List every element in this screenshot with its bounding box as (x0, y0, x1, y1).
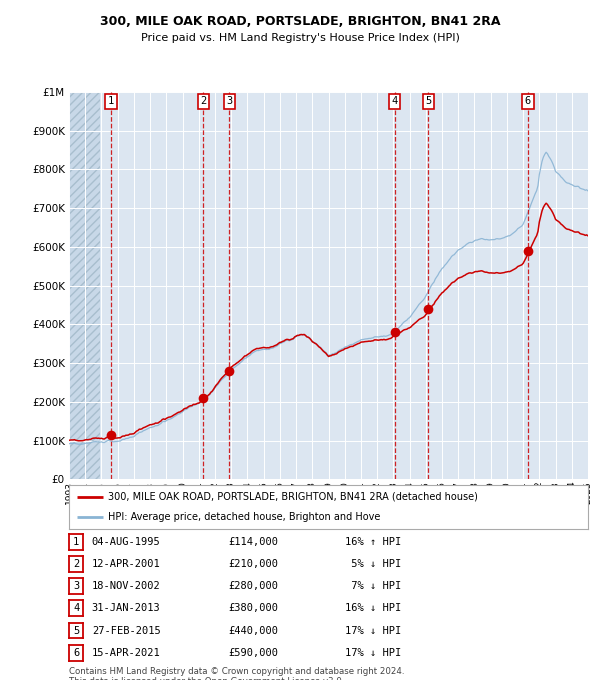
Text: 04-AUG-1995: 04-AUG-1995 (92, 537, 161, 547)
Text: 3: 3 (226, 97, 232, 107)
Text: Price paid vs. HM Land Registry's House Price Index (HPI): Price paid vs. HM Land Registry's House … (140, 33, 460, 43)
Text: 1: 1 (73, 537, 79, 547)
Text: 17% ↓ HPI: 17% ↓ HPI (345, 647, 401, 658)
Text: 18-NOV-2002: 18-NOV-2002 (92, 581, 161, 592)
Text: 5% ↓ HPI: 5% ↓ HPI (345, 559, 401, 569)
Text: 31-JAN-2013: 31-JAN-2013 (92, 603, 161, 613)
Text: 16% ↓ HPI: 16% ↓ HPI (345, 603, 401, 613)
Text: £210,000: £210,000 (228, 559, 278, 569)
Text: 17% ↓ HPI: 17% ↓ HPI (345, 626, 401, 636)
Text: 15-APR-2021: 15-APR-2021 (92, 647, 161, 658)
Text: 16% ↑ HPI: 16% ↑ HPI (345, 537, 401, 547)
Text: £380,000: £380,000 (228, 603, 278, 613)
Text: HPI: Average price, detached house, Brighton and Hove: HPI: Average price, detached house, Brig… (108, 512, 380, 522)
Text: 27-FEB-2015: 27-FEB-2015 (92, 626, 161, 636)
Text: 5: 5 (73, 626, 79, 636)
Text: 12-APR-2001: 12-APR-2001 (92, 559, 161, 569)
Text: 6: 6 (524, 97, 531, 107)
Text: 4: 4 (73, 603, 79, 613)
Text: £114,000: £114,000 (228, 537, 278, 547)
Text: 3: 3 (73, 581, 79, 592)
Text: 300, MILE OAK ROAD, PORTSLADE, BRIGHTON, BN41 2RA (detached house): 300, MILE OAK ROAD, PORTSLADE, BRIGHTON,… (108, 492, 478, 502)
Text: £590,000: £590,000 (228, 647, 278, 658)
Text: 4: 4 (392, 97, 398, 107)
Text: 2: 2 (73, 559, 79, 569)
Text: 6: 6 (73, 647, 79, 658)
Text: £280,000: £280,000 (228, 581, 278, 592)
Text: 300, MILE OAK ROAD, PORTSLADE, BRIGHTON, BN41 2RA: 300, MILE OAK ROAD, PORTSLADE, BRIGHTON,… (100, 15, 500, 28)
Text: Contains HM Land Registry data © Crown copyright and database right 2024.
This d: Contains HM Land Registry data © Crown c… (69, 667, 404, 680)
Text: 2: 2 (200, 97, 206, 107)
Text: 7% ↓ HPI: 7% ↓ HPI (345, 581, 401, 592)
Text: 5: 5 (425, 97, 431, 107)
Text: 1: 1 (108, 97, 114, 107)
Text: £440,000: £440,000 (228, 626, 278, 636)
